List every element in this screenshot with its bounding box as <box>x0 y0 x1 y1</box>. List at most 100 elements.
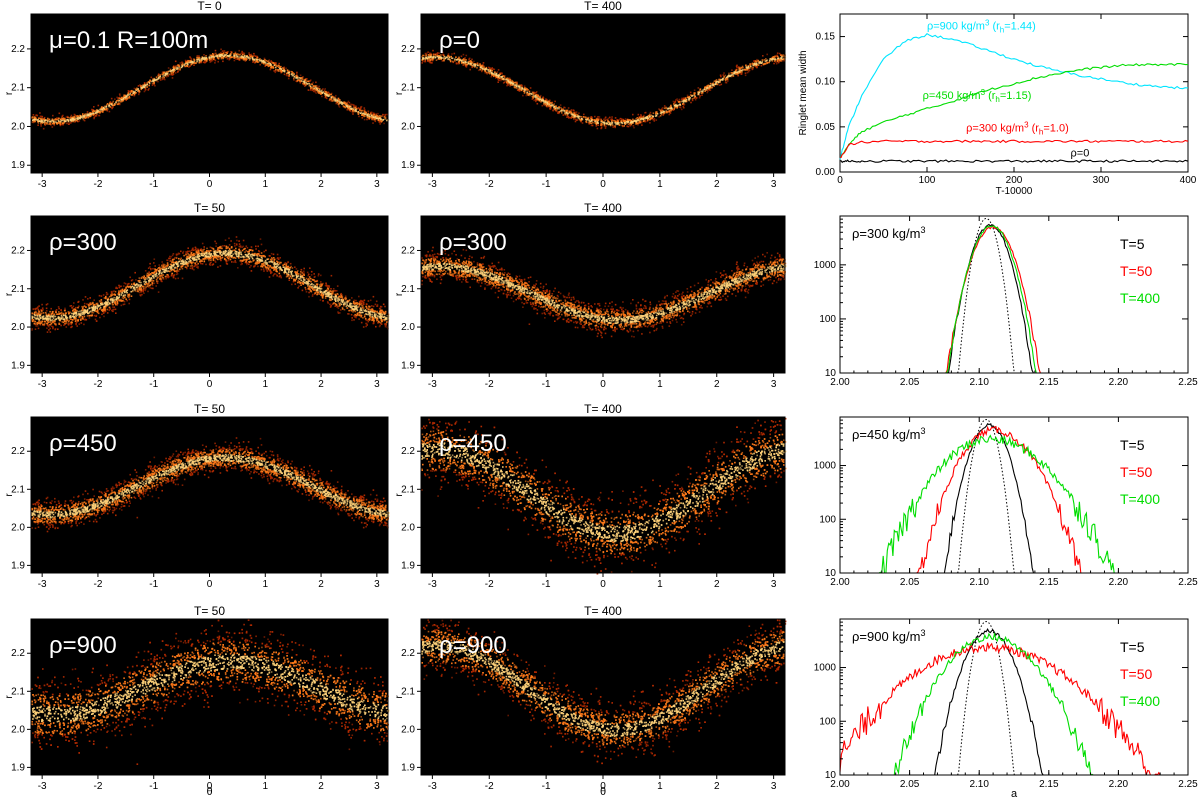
particle <box>780 59 783 62</box>
particle <box>242 239 245 242</box>
particle <box>48 317 50 320</box>
particle <box>155 285 157 287</box>
particle <box>468 61 470 63</box>
particle <box>78 305 80 308</box>
particle <box>124 282 127 285</box>
particle <box>162 78 165 80</box>
particle <box>292 74 294 77</box>
particle <box>438 56 441 58</box>
particle <box>65 320 67 323</box>
particle <box>143 90 146 93</box>
particle <box>356 314 359 317</box>
particle <box>705 85 708 88</box>
particle <box>189 261 192 264</box>
particle <box>506 81 508 84</box>
particle <box>463 59 466 61</box>
particle <box>552 109 555 112</box>
particle <box>262 60 265 62</box>
particle <box>33 312 36 314</box>
particle <box>361 117 364 119</box>
particle <box>355 105 357 108</box>
particle <box>604 117 606 120</box>
particle <box>228 254 231 257</box>
particle <box>202 254 205 257</box>
particle <box>368 317 371 320</box>
particle <box>31 121 34 123</box>
particle <box>96 310 98 313</box>
particle <box>303 79 306 81</box>
particle <box>81 309 83 311</box>
particle <box>665 106 667 109</box>
particle <box>176 267 178 269</box>
particle <box>196 255 199 257</box>
particle <box>310 274 313 276</box>
particle <box>336 99 339 102</box>
particle <box>360 105 363 108</box>
particle <box>212 258 215 260</box>
particle <box>121 289 123 291</box>
particle <box>171 72 173 75</box>
particle <box>471 62 474 64</box>
particle <box>566 112 569 115</box>
particle <box>220 53 222 56</box>
particle <box>215 249 217 252</box>
particle <box>200 253 203 255</box>
particle-cloud <box>31 48 390 130</box>
particle <box>356 108 358 110</box>
particle <box>472 64 474 67</box>
particle <box>283 271 285 273</box>
particle <box>270 252 273 255</box>
particle <box>337 97 340 100</box>
particle <box>257 260 259 263</box>
particle <box>344 298 347 301</box>
particle <box>72 118 74 120</box>
particle <box>349 309 352 312</box>
particle <box>637 123 639 126</box>
particle <box>336 285 339 287</box>
particle <box>72 119 75 122</box>
particle <box>91 109 94 111</box>
particle <box>106 108 109 110</box>
particle <box>481 65 484 68</box>
particle <box>605 118 608 121</box>
particle <box>242 245 244 248</box>
particle <box>40 321 42 323</box>
particle <box>535 98 538 100</box>
particle <box>44 321 46 323</box>
particle <box>566 113 569 116</box>
particle <box>730 75 733 78</box>
particle <box>704 86 706 89</box>
particle <box>167 259 169 262</box>
particle <box>375 114 377 117</box>
particle <box>641 116 643 119</box>
particle <box>62 123 64 126</box>
particle <box>144 84 146 86</box>
particle <box>357 111 360 113</box>
particle <box>134 91 136 93</box>
particle <box>236 244 238 246</box>
particle <box>429 54 431 56</box>
particle <box>235 58 237 60</box>
particle <box>187 265 189 267</box>
particle <box>678 106 681 108</box>
particle <box>151 279 153 282</box>
particle <box>761 61 764 63</box>
particle <box>747 69 750 71</box>
particle <box>351 306 353 309</box>
particle <box>429 52 431 55</box>
particle <box>734 68 737 71</box>
particle <box>77 306 79 309</box>
particle <box>362 301 365 304</box>
particle <box>155 80 157 82</box>
particle <box>112 100 114 103</box>
particle <box>574 118 577 121</box>
particle <box>273 62 276 65</box>
particle <box>49 122 51 124</box>
particle <box>256 61 259 63</box>
particle <box>622 125 624 128</box>
particle <box>168 70 171 72</box>
particle <box>47 321 49 324</box>
particle <box>186 62 188 65</box>
particle <box>181 63 183 65</box>
particle <box>546 98 548 101</box>
